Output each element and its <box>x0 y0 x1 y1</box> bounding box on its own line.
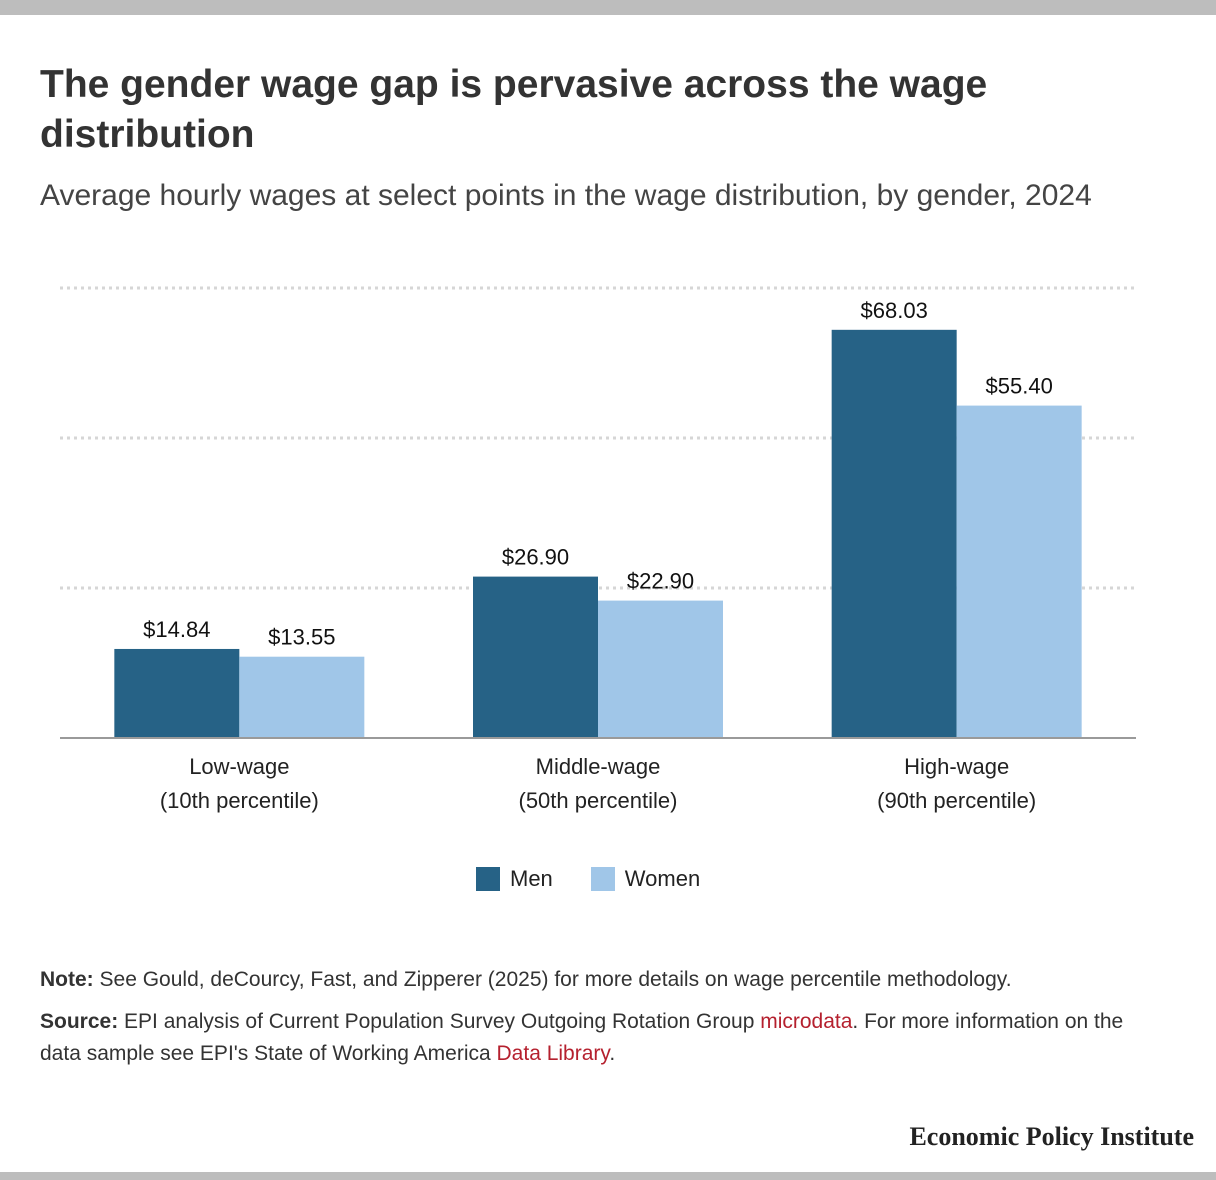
notes: Note: See Gould, deCourcy, Fast, and Zip… <box>40 964 1160 1080</box>
category-label: Middle-wage <box>536 754 661 779</box>
legend: Men Women <box>476 866 738 892</box>
legend-label-women: Women <box>624 866 701 891</box>
legend-label-men: Men <box>510 866 553 891</box>
legend-swatch-women <box>590 867 615 891</box>
top-border <box>0 0 1216 15</box>
source-text-3: . <box>609 1042 616 1065</box>
chart-title: The gender wage gap is pervasive across … <box>40 63 988 156</box>
bar-men <box>473 576 598 738</box>
bar-women <box>956 405 1082 738</box>
note-paragraph: Note: See Gould, deCourcy, Fast, and Zip… <box>40 964 1160 996</box>
brand-logo: Economic Policy Institute <box>909 1122 1194 1151</box>
bar-women <box>239 656 365 738</box>
data-library-link[interactable]: Data Library <box>496 1042 610 1065</box>
source-text-1: EPI analysis of Current Population Surve… <box>118 1010 761 1033</box>
category-label: (10th percentile) <box>160 788 319 813</box>
legend-item-women: Women <box>590 866 701 892</box>
category-label: (90th percentile) <box>877 788 1036 813</box>
bar-men <box>831 329 957 738</box>
legend-item-men: Men <box>476 866 553 892</box>
category-label: Low-wage <box>189 754 289 779</box>
category-label: High-wage <box>904 754 1009 779</box>
bottom-border <box>0 1172 1216 1180</box>
bar-women <box>598 600 723 738</box>
data-label: $22.90 <box>627 569 694 594</box>
source-text-2: . For more information on the data sampl… <box>40 1010 1124 1065</box>
category-label: (50th percentile) <box>519 788 678 813</box>
note-text: See Gould, deCourcy, Fast, and Zipperer … <box>93 968 1012 991</box>
note-label: Note: <box>40 968 94 991</box>
chart-subtitle: Average hourly wages at select points in… <box>40 179 1092 212</box>
source-label: Source: <box>40 1010 119 1033</box>
legend-swatch-men <box>476 867 500 891</box>
bar-men <box>114 648 240 738</box>
microdata-link[interactable]: microdata <box>760 1010 853 1033</box>
source-paragraph: Source: EPI analysis of Current Populati… <box>40 1006 1160 1070</box>
data-label: $68.03 <box>861 298 928 323</box>
data-label: $55.40 <box>986 374 1053 399</box>
data-label: $13.55 <box>268 625 335 650</box>
bar-chart: $14.84 $13.55 Low-wage (10th percentile) $26… <box>60 286 1136 813</box>
data-label: $14.84 <box>143 617 210 642</box>
data-label: $26.90 <box>502 545 569 570</box>
